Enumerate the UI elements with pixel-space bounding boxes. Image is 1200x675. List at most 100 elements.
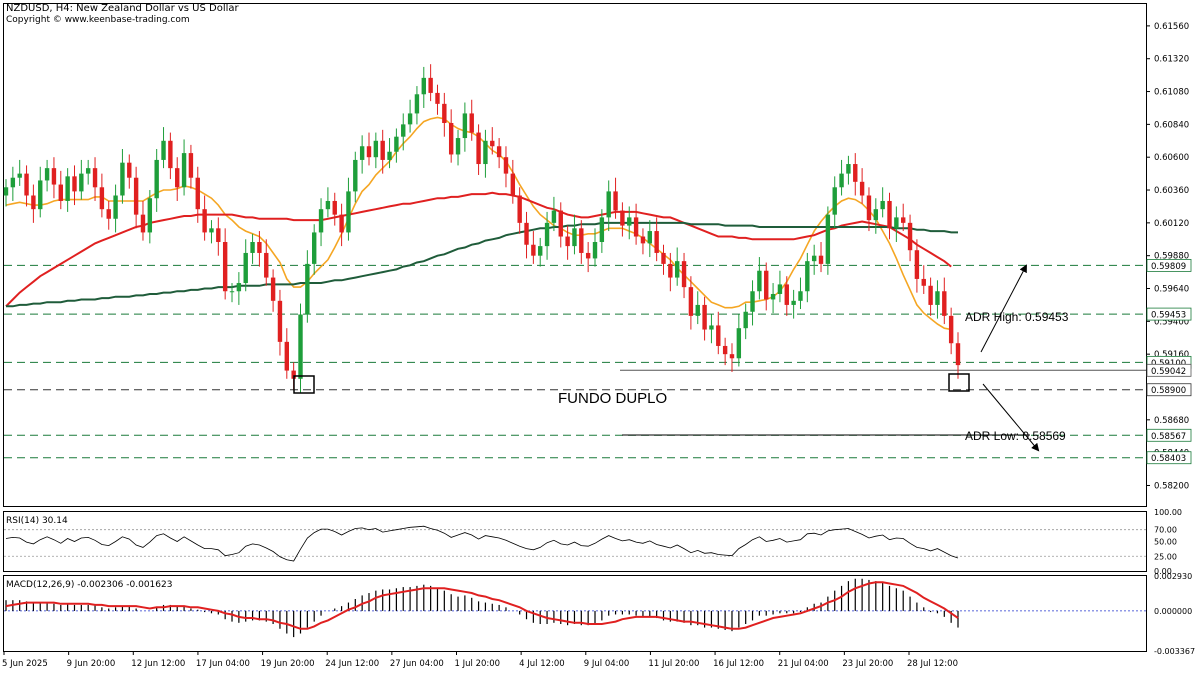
level-tag [1146, 383, 1192, 397]
x-tick-label: 19 Jun 20:00 [261, 659, 315, 669]
candle-body [407, 113, 413, 125]
candle-body [544, 222, 550, 247]
candle-body [216, 228, 221, 243]
x-tick-label: 12 Jun 12:00 [131, 659, 185, 669]
candle-body [517, 195, 522, 223]
candle-body [448, 123, 454, 155]
first-bottom-marker [293, 375, 315, 394]
x-tick-label: 16 Jul 12:00 [713, 659, 764, 669]
candle-body [3, 187, 9, 196]
candle-body [51, 168, 57, 185]
candle-body [928, 285, 933, 305]
candle-body [921, 278, 926, 286]
candle-body [58, 184, 63, 201]
candle-body [373, 140, 379, 158]
candle-body [243, 252, 248, 284]
candle-body [859, 181, 865, 196]
candle-body [579, 228, 584, 253]
candle-body [133, 177, 139, 215]
level-tag [1146, 451, 1192, 465]
candle-body [17, 173, 22, 178]
x-tick-label: 9 Jul 04:00 [584, 659, 630, 669]
candle-body [674, 261, 680, 278]
candle-body [770, 293, 776, 300]
candle-body [421, 77, 426, 95]
moving-average-line [5, 191, 952, 308]
second-bottom-marker [948, 373, 970, 392]
candle-body [106, 209, 111, 219]
candle-body [229, 291, 235, 293]
candle-body [401, 124, 406, 137]
candle-body [99, 187, 105, 210]
candle-body [209, 228, 214, 233]
candle-body [839, 173, 844, 188]
candle-body [284, 341, 290, 371]
candle-body [914, 250, 920, 279]
candle-body [853, 164, 858, 182]
candle-body [188, 153, 194, 178]
macd-tick-label: 0.002930 [1154, 572, 1192, 581]
candle-body [476, 132, 481, 165]
candle-body [353, 159, 358, 192]
candle-body [592, 242, 598, 259]
candle-body [743, 311, 748, 329]
y-tick-label: 0.59160 [1154, 350, 1189, 360]
y-tick-label: 0.60600 [1154, 153, 1189, 163]
rsi-tick-label: 25.00 [1154, 552, 1177, 561]
adr-low-arrow [982, 383, 1040, 452]
candle-body [222, 242, 228, 292]
x-tick-label: 21 Jul 04:00 [778, 659, 829, 669]
candle-body [880, 200, 885, 210]
candle-body [565, 236, 570, 247]
level-tag-label: 0.59042 [1151, 367, 1186, 377]
y-tick-label: 0.58680 [1154, 416, 1189, 426]
candle-body [140, 214, 146, 233]
candle-body [10, 177, 16, 188]
candle-body [359, 146, 365, 160]
candle-body [551, 210, 557, 223]
candle-body [31, 195, 36, 210]
candle-body [654, 231, 659, 253]
candle-body [257, 242, 262, 253]
macd-signal-line [5, 581, 959, 630]
candle-body [24, 173, 29, 196]
adr-high-arrow [980, 264, 1027, 353]
candle-body [866, 195, 872, 221]
candle-body [236, 283, 242, 292]
rsi-tick-label: 100.00 [1154, 508, 1182, 517]
candle-body [120, 162, 125, 196]
candle-body [942, 291, 947, 316]
candle-body [627, 217, 632, 226]
candle-body [250, 242, 255, 253]
level-tag-label: 0.58900 [1151, 386, 1186, 396]
level-tag [1146, 363, 1192, 377]
candle-body [873, 209, 879, 221]
candle-body [380, 140, 385, 160]
candle-body [435, 92, 440, 104]
level-tag-label: 0.59809 [1151, 262, 1186, 272]
candle-body [195, 177, 200, 210]
candle-body [442, 103, 447, 124]
candle-body [668, 263, 673, 278]
candle-body [716, 325, 721, 346]
candle-body [798, 291, 803, 301]
candle-body [387, 151, 392, 160]
candle-body [65, 176, 70, 201]
candle-body [729, 354, 735, 359]
candle-body [318, 209, 324, 233]
candle-body [688, 287, 694, 316]
candle-body [791, 300, 796, 305]
chart-copyright: Copyright © www.keenbase-trading.com [6, 15, 190, 25]
candle-body [599, 217, 605, 243]
y-tick-label: 0.60360 [1154, 186, 1189, 196]
candle-body [709, 325, 714, 330]
rsi-tick-label: 70.00 [1154, 526, 1177, 535]
candle-body [894, 217, 899, 229]
level-tag-label: 0.59100 [1151, 359, 1186, 369]
candle-body [291, 370, 296, 379]
macd-label: MACD(12,26,9) -0.002306 -0.001623 [6, 580, 172, 590]
candle-body [394, 136, 399, 152]
candle-body [127, 162, 132, 178]
candle-body [531, 244, 536, 256]
